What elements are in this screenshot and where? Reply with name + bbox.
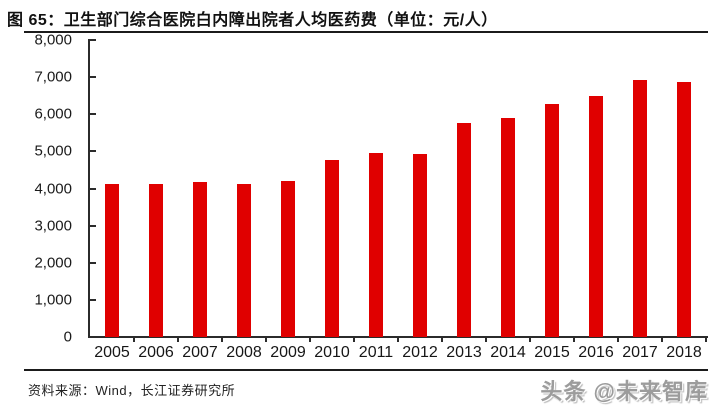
bar-2013 bbox=[457, 122, 471, 337]
x-tick-label-2010: 2010 bbox=[314, 344, 350, 361]
y-tick-mark bbox=[90, 76, 96, 79]
x-tick-label-2012: 2012 bbox=[402, 344, 438, 361]
x-tick-label-2009: 2009 bbox=[270, 344, 306, 361]
bar-2005 bbox=[105, 183, 119, 337]
x-tick-mark bbox=[529, 338, 531, 342]
x-tick-mark bbox=[177, 338, 179, 342]
y-tick-label-4000: 4,000 bbox=[34, 180, 72, 197]
x-tick-label-2016: 2016 bbox=[578, 344, 614, 361]
y-tick-mark bbox=[90, 150, 96, 153]
bar-slot-2007 bbox=[178, 40, 222, 337]
bar-2015 bbox=[545, 103, 559, 337]
bar-2009 bbox=[281, 181, 295, 337]
bar-slot-2005 bbox=[90, 40, 134, 337]
x-tick-mark bbox=[397, 338, 399, 342]
x-tick-mark bbox=[309, 338, 311, 342]
y-tick-mark bbox=[90, 224, 96, 227]
x-tick-mark bbox=[485, 338, 487, 342]
y-tick-mark bbox=[90, 298, 96, 301]
y-tick-label-6000: 6,000 bbox=[34, 105, 72, 123]
bar-2017 bbox=[633, 79, 647, 337]
source-note: 资料来源：Wind，长江证券研究所 bbox=[28, 383, 236, 398]
x-tick-label-2015: 2015 bbox=[534, 344, 570, 361]
y-tick-label-5000: 5,000 bbox=[34, 142, 72, 160]
x-tick-mark bbox=[617, 338, 619, 342]
x-tick-label-2008: 2008 bbox=[226, 344, 262, 361]
bar-slot-2013 bbox=[442, 40, 486, 337]
bar-slot-2009 bbox=[266, 40, 310, 337]
bar-2014 bbox=[501, 117, 515, 337]
bar-slot-2016 bbox=[574, 40, 618, 337]
bar-slot-2012 bbox=[398, 40, 442, 337]
y-axis-line bbox=[88, 39, 90, 338]
bar-2008 bbox=[237, 184, 251, 337]
watermark-toutiao: 头条 @未来智库 bbox=[540, 379, 708, 404]
plot-area bbox=[90, 40, 706, 337]
x-tick-label-2006: 2006 bbox=[138, 344, 174, 361]
y-tick-mark bbox=[90, 261, 96, 264]
y-tick-label-2000: 2,000 bbox=[34, 254, 72, 272]
bar-2006 bbox=[149, 183, 163, 337]
bar-slot-2015 bbox=[530, 40, 574, 337]
x-tick-label-2005: 2005 bbox=[94, 344, 130, 361]
x-tick-mark bbox=[705, 338, 707, 342]
x-tick-mark bbox=[441, 338, 443, 342]
x-tick-label-2014: 2014 bbox=[490, 344, 526, 361]
y-tick-label-8000: 8,000 bbox=[34, 31, 72, 49]
bar-slot-2006 bbox=[134, 40, 178, 337]
x-tick-label-2017: 2017 bbox=[622, 344, 658, 361]
bar-2010 bbox=[325, 159, 339, 337]
x-tick-mark bbox=[573, 338, 575, 342]
x-tick-mark bbox=[265, 338, 267, 342]
x-tick-mark bbox=[353, 338, 355, 342]
bar-2016 bbox=[589, 95, 603, 337]
bar-slot-2017 bbox=[618, 40, 662, 337]
y-tick-label-0: 0 bbox=[63, 328, 72, 346]
bar-2011 bbox=[369, 152, 383, 337]
bar-slot-2014 bbox=[486, 40, 530, 337]
y-tick-label-1000: 1,000 bbox=[34, 291, 72, 309]
y-tick-label-7000: 7,000 bbox=[34, 68, 72, 86]
chart-title: 图 65：卫生部门综合医院白内障出院者人均医药费（单位：元/人） bbox=[7, 12, 498, 29]
x-axis-line bbox=[88, 336, 708, 338]
bar-slot-2011 bbox=[354, 40, 398, 337]
x-tick-label-2011: 2011 bbox=[358, 344, 394, 361]
y-tick-mark bbox=[90, 39, 96, 41]
x-axis-labels: 2005 2006 2007 2008 2009 2010 2011 2012 2013 2014… bbox=[90, 344, 706, 362]
y-tick-label-3000: 3,000 bbox=[34, 217, 72, 235]
x-tick-mark bbox=[661, 338, 663, 342]
bar-2018 bbox=[677, 81, 691, 337]
x-tick-label-2018: 2018 bbox=[666, 344, 702, 361]
y-tick-mark bbox=[90, 113, 96, 116]
bar-slot-2008 bbox=[222, 40, 266, 337]
bar-slot-2018 bbox=[662, 40, 706, 337]
x-tick-mark bbox=[133, 338, 135, 342]
x-tick-label-2007: 2007 bbox=[182, 344, 218, 361]
x-tick-label-2013: 2013 bbox=[446, 344, 482, 361]
bar-2012 bbox=[413, 154, 427, 337]
bar-slot-2010 bbox=[310, 40, 354, 337]
x-tick-mark bbox=[221, 338, 223, 342]
title-divider bbox=[24, 31, 708, 33]
footer-divider bbox=[24, 369, 708, 371]
y-tick-mark bbox=[90, 187, 96, 190]
bar-2007 bbox=[193, 182, 207, 337]
